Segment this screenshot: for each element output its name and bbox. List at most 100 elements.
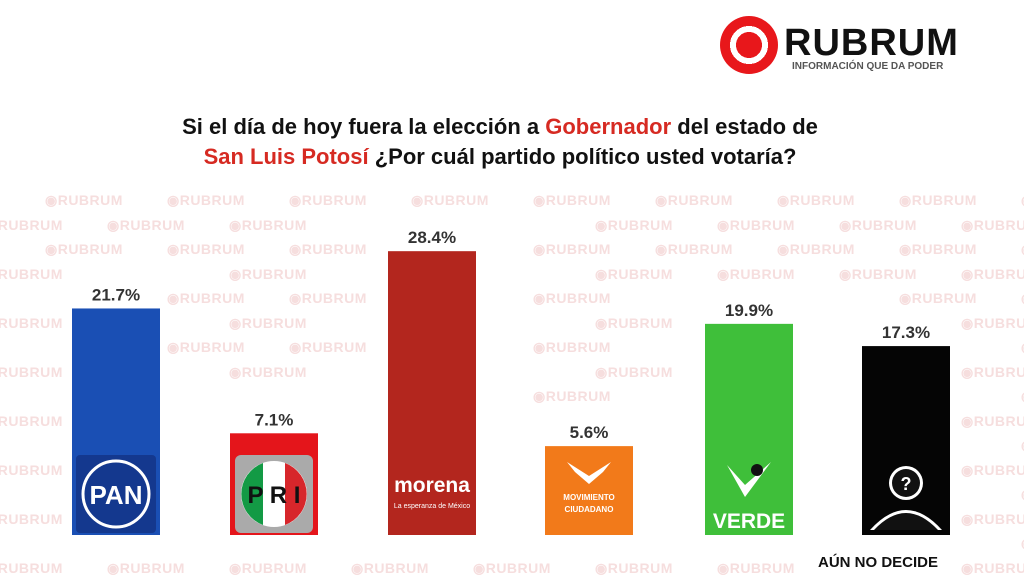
logo-name: RUBRUM: [784, 22, 959, 64]
watermark-text: ◉RUBRUM: [1021, 486, 1024, 503]
pan-logo-text: PAN: [90, 480, 143, 510]
watermark-text: ◉RUBRUM: [839, 216, 917, 233]
watermark-text: ◉RUBRUM: [229, 314, 307, 331]
watermark-text: ◉RUBRUM: [0, 412, 63, 429]
chart-title-line1: Si el día de hoy fuera la elección a Gob…: [182, 114, 818, 139]
morena-subtitle: La esperanza de México: [394, 503, 470, 510]
watermark-text: ◉RUBRUM: [655, 192, 733, 208]
value-label-2: 28.4%: [408, 228, 456, 247]
watermark-text: ◉RUBRUM: [0, 363, 63, 380]
watermark-text: ◉RUBRUM: [777, 241, 855, 257]
toucan-icon: [751, 464, 763, 476]
value-label-0: 21.7%: [92, 285, 140, 304]
mc-logo-text-1: MOVIMIENTO: [563, 493, 614, 502]
watermark-text: ◉RUBRUM: [0, 559, 63, 576]
person-body-inner: [874, 513, 938, 530]
watermark-text: ◉RUBRUM: [533, 241, 611, 257]
watermark-text: ◉RUBRUM: [961, 412, 1024, 429]
watermark-text: ◉RUBRUM: [0, 461, 63, 478]
bar-3: [545, 446, 633, 535]
person-head-inner: [892, 469, 920, 497]
watermark-text: ◉RUBRUM: [1021, 290, 1024, 307]
watermark-text: ◉RUBRUM: [289, 339, 367, 355]
watermark-text: ◉RUBRUM: [229, 265, 307, 282]
watermark-text: ◉RUBRUM: [961, 216, 1024, 233]
watermark-text: ◉RUBRUM: [229, 216, 307, 233]
watermark-text: ◉RUBRUM: [655, 241, 733, 257]
pri-logo-text: P R I: [248, 482, 301, 509]
value-label-4: 19.9%: [725, 301, 773, 320]
verde-check-icon: [727, 462, 771, 497]
watermark-text: ◉RUBRUM: [45, 241, 123, 257]
watermark-text: ◉RUBRUM: [717, 216, 795, 233]
pri-green: [241, 463, 263, 525]
watermark-text: ◉RUBRUM: [961, 363, 1024, 380]
bar-5: [862, 346, 950, 535]
watermark-text: ◉RUBRUM: [0, 265, 63, 282]
watermark-text: ◉RUBRUM: [289, 290, 367, 306]
watermark-text: ◉RUBRUM: [533, 192, 611, 208]
watermark-text: ◉RUBRUM: [595, 363, 673, 380]
watermark-text: ◉RUBRUM: [1021, 388, 1024, 405]
watermark-text: ◉RUBRUM: [107, 559, 185, 576]
undecided-label: AÚN NO DECIDE: [818, 554, 939, 571]
watermark-text: ◉RUBRUM: [961, 510, 1024, 527]
bar-4: [705, 323, 793, 535]
watermark-text: ◉RUBRUM: [289, 241, 367, 257]
watermark-text: ◉RUBRUM: [961, 265, 1024, 282]
watermark-text: ◉RUBRUM: [167, 241, 245, 257]
watermark-text: ◉RUBRUM: [717, 559, 795, 576]
watermark-text: ◉RUBRUM: [411, 192, 489, 208]
watermark-text: ◉RUBRUM: [595, 559, 673, 576]
watermark-text: ◉RUBRUM: [0, 216, 63, 233]
watermark-text: ◉RUBRUM: [777, 192, 855, 208]
watermark-text: ◉RUBRUM: [167, 339, 245, 355]
watermark-text: ◉RUBRUM: [1021, 535, 1024, 552]
watermark-text: ◉RUBRUM: [1021, 339, 1024, 356]
bar-2: [388, 251, 476, 535]
logo-tagline: INFORMACIÓN QUE DA PODER: [792, 61, 944, 72]
watermark-text: ◉RUBRUM: [533, 388, 611, 404]
value-label-1: 7.1%: [255, 410, 294, 429]
watermark-text: ◉RUBRUM: [289, 192, 367, 208]
mc-logo-text-2: CIUDADANO: [565, 505, 614, 514]
value-label-3: 5.6%: [570, 423, 609, 442]
value-label-5: 17.3%: [882, 323, 930, 342]
watermark-text: ◉RUBRUM: [45, 192, 123, 208]
watermark-text: ◉RUBRUM: [533, 339, 611, 355]
rubrum-logo: RUBRUM INFORMACIÓN QUE DA PODER: [720, 16, 1000, 76]
mc-eagle-icon: [567, 462, 611, 484]
watermark-text: ◉RUBRUM: [1021, 241, 1024, 258]
watermark-text: ◉RUBRUM: [717, 265, 795, 282]
target-icon: [720, 16, 778, 74]
watermark-text: ◉RUBRUM: [961, 559, 1024, 576]
watermark-text: ◉RUBRUM: [0, 510, 63, 527]
morena-logo-text: morena: [394, 474, 470, 497]
watermark-text: ◉RUBRUM: [533, 290, 611, 306]
watermark-text: ◉RUBRUM: [595, 314, 673, 331]
watermark-text: ◉RUBRUM: [107, 216, 185, 233]
pan-logo-ring: [81, 459, 151, 529]
watermark-text: ◉RUBRUM: [961, 314, 1024, 331]
watermark-text: ◉RUBRUM: [167, 192, 245, 208]
watermark-text: ◉RUBRUM: [229, 363, 307, 380]
watermark-text: ◉RUBRUM: [1021, 437, 1024, 454]
watermark-text: ◉RUBRUM: [229, 559, 307, 576]
watermark-text: ◉RUBRUM: [595, 265, 673, 282]
watermark-text: ◉RUBRUM: [1021, 192, 1024, 209]
question-mark-icon: ?: [901, 474, 912, 494]
watermark-pattern: ◉RUBRUM ◉RUBRUM ◉RUBRUM ◉RUBRUM ◉RUBRUM ◉RUBR…: [0, 180, 1024, 580]
verde-logo-text: VERDE: [713, 510, 785, 533]
watermark-text: ◉RUBRUM: [351, 559, 429, 576]
pan-logo-bg: [76, 455, 156, 533]
watermark-text: ◉RUBRUM: [473, 559, 551, 576]
pri-red: [285, 463, 307, 525]
watermark-text: ◉RUBRUM: [167, 290, 245, 306]
watermark-text: ◉RUBRUM: [839, 265, 917, 282]
chart-title-line2: San Luis Potosí ¿Por cuál partido políti…: [203, 144, 797, 169]
watermark-text: ◉RUBRUM: [899, 241, 977, 257]
watermark-text: ◉RUBRUM: [899, 192, 977, 208]
watermark-text: ◉RUBRUM: [595, 216, 673, 233]
watermark-text: ◉RUBRUM: [0, 314, 63, 331]
